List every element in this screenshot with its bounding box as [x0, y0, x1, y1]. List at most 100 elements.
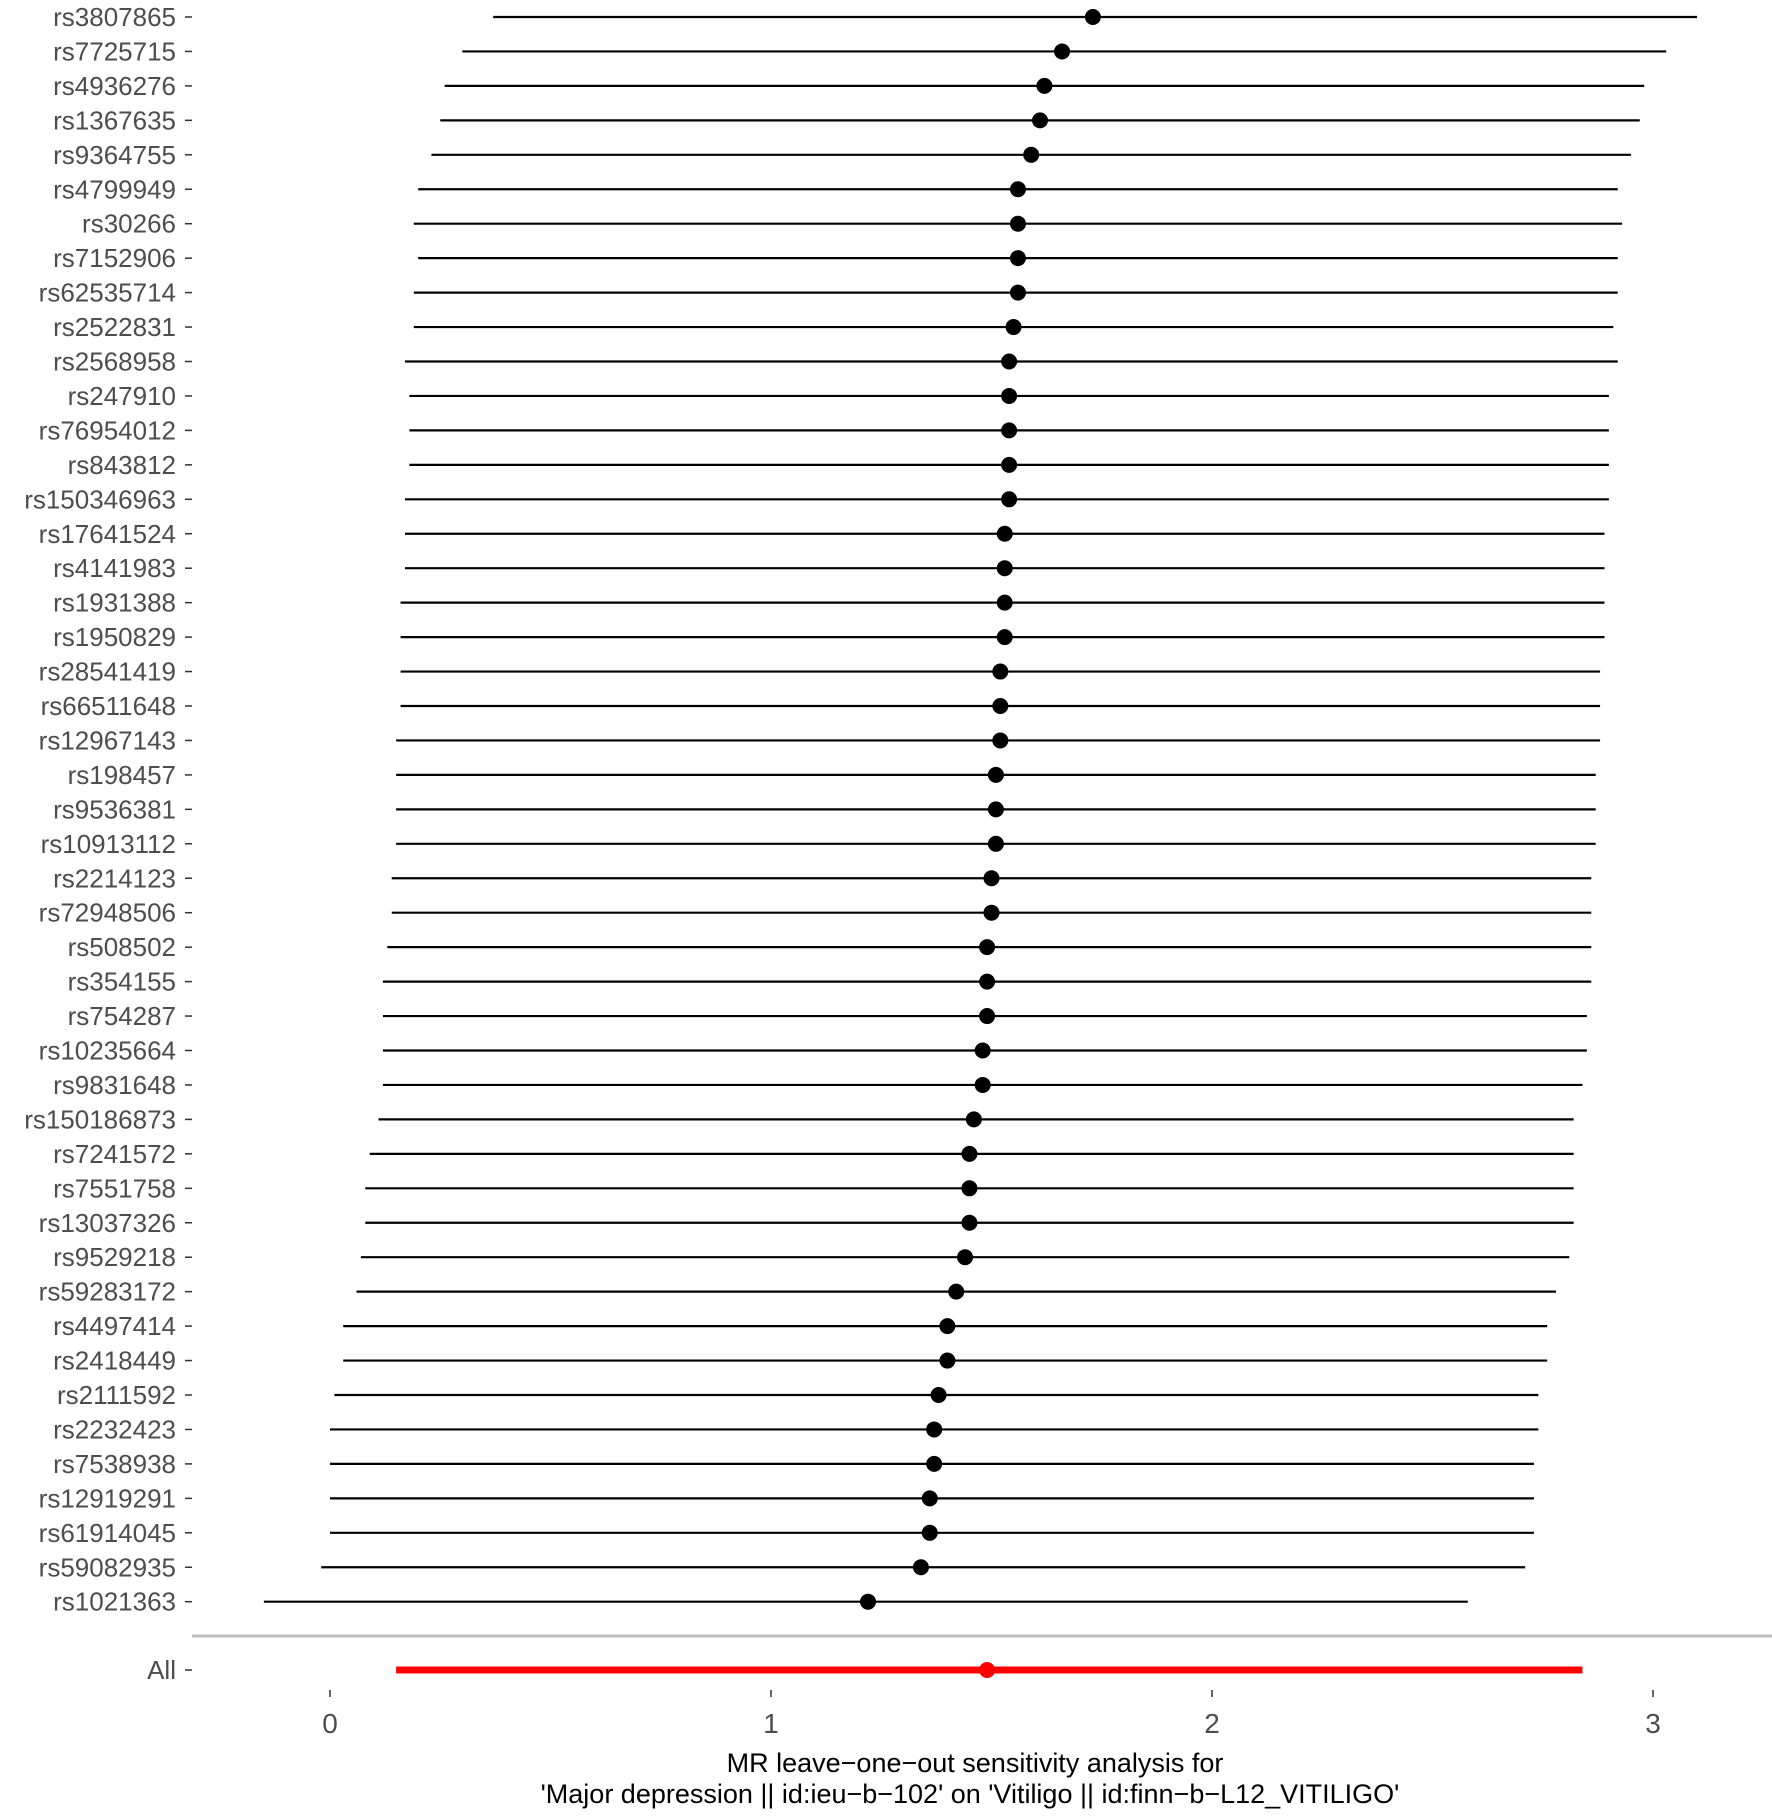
estimate-point [987, 766, 1004, 783]
snp-label: rs62535714 [39, 278, 176, 308]
snp-label: rs247910 [68, 381, 176, 411]
snp-label: rs4141983 [53, 553, 176, 583]
snp-label: rs30266 [82, 209, 176, 239]
snp-row: rs354155 [68, 967, 1592, 997]
snp-label: rs12967143 [39, 725, 176, 755]
snp-label: rs7725715 [53, 36, 176, 66]
snp-row: rs198457 [68, 760, 1596, 790]
estimate-point [926, 1421, 943, 1438]
snp-label: rs2418449 [53, 1346, 176, 1376]
estimate-point [992, 732, 1009, 749]
snp-row: rs2522831 [53, 312, 1614, 342]
overall-estimate-point [979, 1662, 996, 1678]
x-axis: 0 1 2 3 [322, 1690, 1661, 1739]
snp-label: rs7538938 [53, 1449, 176, 1479]
snp-row: rs7241572 [53, 1139, 1574, 1169]
snp-row: rs2232423 [53, 1414, 1539, 1444]
estimate-point [979, 939, 996, 956]
snp-label: rs1931388 [53, 588, 176, 618]
snp-row: rs7725715 [53, 36, 1667, 66]
snp-label: rs17641524 [39, 519, 176, 549]
x-tick-label: 0 [322, 1708, 338, 1739]
snp-label: rs354155 [68, 967, 176, 997]
snp-label: rs2568958 [53, 347, 176, 377]
snp-label: rs2232423 [53, 1414, 176, 1444]
estimate-point [926, 1455, 943, 1472]
estimate-point [939, 1318, 956, 1335]
snp-label: rs4497414 [53, 1311, 176, 1341]
estimate-point [1054, 43, 1071, 60]
estimate-point [987, 801, 1004, 818]
estimate-point [1001, 353, 1018, 370]
estimate-point [1036, 77, 1053, 94]
estimate-point [1001, 422, 1018, 439]
estimate-point [1084, 9, 1101, 25]
snp-row: rs4936276 [53, 71, 1645, 101]
snp-label: rs1367635 [53, 105, 176, 135]
snp-label: rs7241572 [53, 1139, 176, 1169]
estimate-point [957, 1249, 974, 1266]
snp-row: rs59082935 [39, 1552, 1526, 1582]
snp-row: rs150346963 [24, 484, 1609, 514]
snp-row: rs10235664 [39, 1036, 1587, 1066]
snp-label: rs2214123 [53, 863, 176, 893]
snp-row: rs28541419 [39, 657, 1601, 687]
snp-row: rs7551758 [53, 1173, 1574, 1203]
snp-row: rs1021363 [53, 1587, 1468, 1617]
estimate-point [983, 870, 1000, 887]
snp-row: rs30266 [82, 209, 1623, 239]
snp-row: rs2214123 [53, 863, 1592, 893]
snp-row: rs12967143 [39, 725, 1601, 755]
snp-label: rs7152906 [53, 243, 176, 273]
snp-row: rs1367635 [53, 105, 1640, 135]
snp-row: rs10913112 [41, 829, 1596, 859]
snp-label: rs72948506 [39, 898, 176, 928]
snp-label: rs1950829 [53, 622, 176, 652]
estimate-point [1009, 284, 1026, 301]
estimate-point [912, 1559, 929, 1576]
estimate-point [979, 973, 996, 990]
snp-row: rs2111592 [57, 1380, 1539, 1410]
x-axis-title-line-2: 'Major depression || id:ieu−b−102' on 'V… [541, 1779, 1400, 1809]
snp-row: rs2568958 [53, 347, 1618, 377]
snp-row: rs7538938 [53, 1449, 1534, 1479]
overall-label: All [147, 1655, 176, 1685]
snp-row: rs9529218 [53, 1242, 1570, 1272]
snp-row: rs12919291 [39, 1483, 1534, 1513]
snp-label: rs508502 [68, 932, 176, 962]
snp-row: rs4799949 [53, 174, 1618, 204]
snp-label: rs10235664 [39, 1036, 176, 1066]
estimate-point [939, 1352, 956, 1369]
snp-label: rs7551758 [53, 1173, 176, 1203]
estimate-point [1001, 387, 1018, 404]
estimate-point [965, 1111, 982, 1128]
snp-row: rs1950829 [53, 622, 1605, 652]
snp-row: rs9364755 [53, 140, 1631, 170]
snp-row: rs62535714 [39, 278, 1618, 308]
snp-row: rs72948506 [39, 898, 1592, 928]
snp-label: rs3807865 [53, 2, 176, 32]
snp-label: rs12919291 [39, 1483, 176, 1513]
snp-label: rs150346963 [24, 484, 176, 514]
snp-row: rs508502 [68, 932, 1592, 962]
snp-row: rs17641524 [39, 519, 1605, 549]
snp-label: rs150186873 [24, 1104, 176, 1134]
snp-label: rs59082935 [39, 1552, 176, 1582]
snp-row: rs7152906 [53, 243, 1618, 273]
snp-rows: rs3807865 rs7725715 rs4936276 rs1367635 rs93… [24, 2, 1698, 1617]
estimate-point [1001, 456, 1018, 473]
snp-label: rs76954012 [39, 415, 176, 445]
x-tick-label: 3 [1645, 1708, 1661, 1739]
x-axis-title-line-1: MR leave−one−out sensitivity analysis fo… [727, 1748, 1224, 1778]
estimate-point [987, 835, 1004, 852]
snp-row: rs4497414 [53, 1311, 1548, 1341]
snp-label: rs61914045 [39, 1518, 176, 1548]
snp-label: rs13037326 [39, 1208, 176, 1238]
estimate-point [948, 1283, 965, 1300]
estimate-point [974, 1076, 991, 1093]
snp-row: rs4141983 [53, 553, 1605, 583]
x-tick-label: 2 [1204, 1708, 1220, 1739]
snp-row: rs13037326 [39, 1208, 1574, 1238]
estimate-point [1023, 146, 1040, 163]
